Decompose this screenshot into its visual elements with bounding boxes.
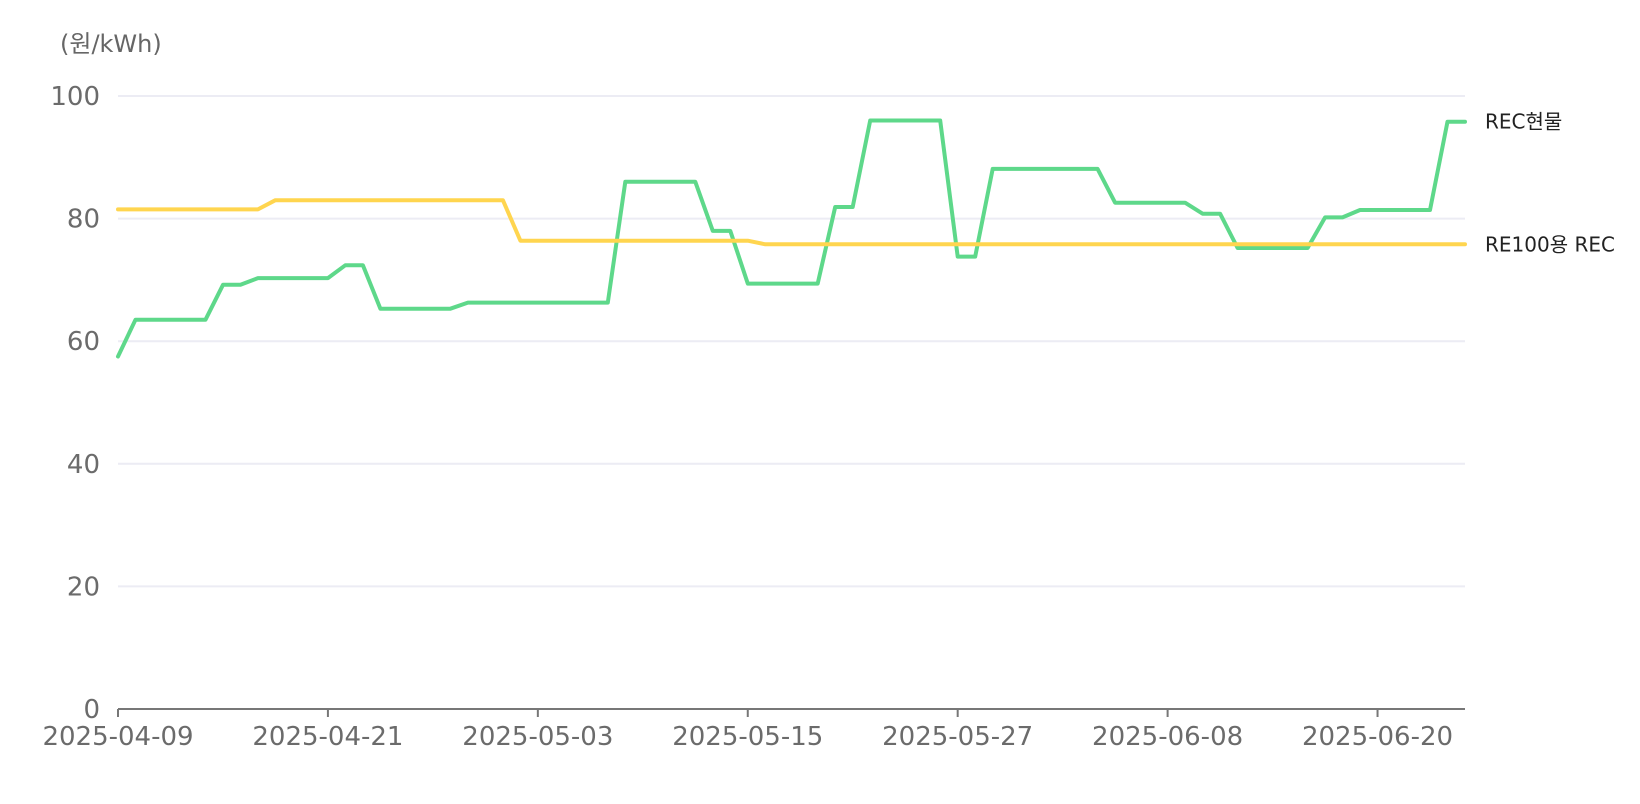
y-tick-label: 20 (67, 572, 100, 602)
y-tick-label: 0 (83, 695, 100, 725)
series-lines (116, 118, 1467, 359)
x-tick-label: 2025-04-09 (42, 722, 193, 752)
y-tick-label: 60 (67, 327, 100, 357)
series-label-1: RE100용 REC (1485, 232, 1615, 256)
x-tick-label: 2025-05-27 (882, 722, 1033, 752)
y-tick-label: 80 (67, 205, 100, 235)
series-line-0 (116, 118, 1467, 359)
x-tick-label: 2025-06-20 (1302, 722, 1453, 752)
y-axis-ticks: 0 20 40 60 80 100 (50, 82, 100, 725)
series-labels: REC현물 RE100용 REC (1485, 110, 1615, 257)
x-tick-label: 2025-06-08 (1092, 722, 1243, 752)
series-label-0: REC현물 (1485, 110, 1562, 134)
y-axis-unit-label: (원/kWh) (60, 30, 162, 58)
series-line-1 (116, 198, 1467, 247)
x-tick-label: 2025-05-15 (672, 722, 823, 752)
x-tick-label: 2025-05-03 (462, 722, 613, 752)
gridlines (118, 95, 1465, 588)
x-axis-ticks: 2025-04-09 2025-04-21 2025-05-03 2025-05-15… (42, 709, 1453, 752)
y-tick-label: 40 (67, 450, 100, 480)
x-tick-label: 2025-04-21 (252, 722, 403, 752)
y-tick-label: 100 (50, 82, 100, 112)
